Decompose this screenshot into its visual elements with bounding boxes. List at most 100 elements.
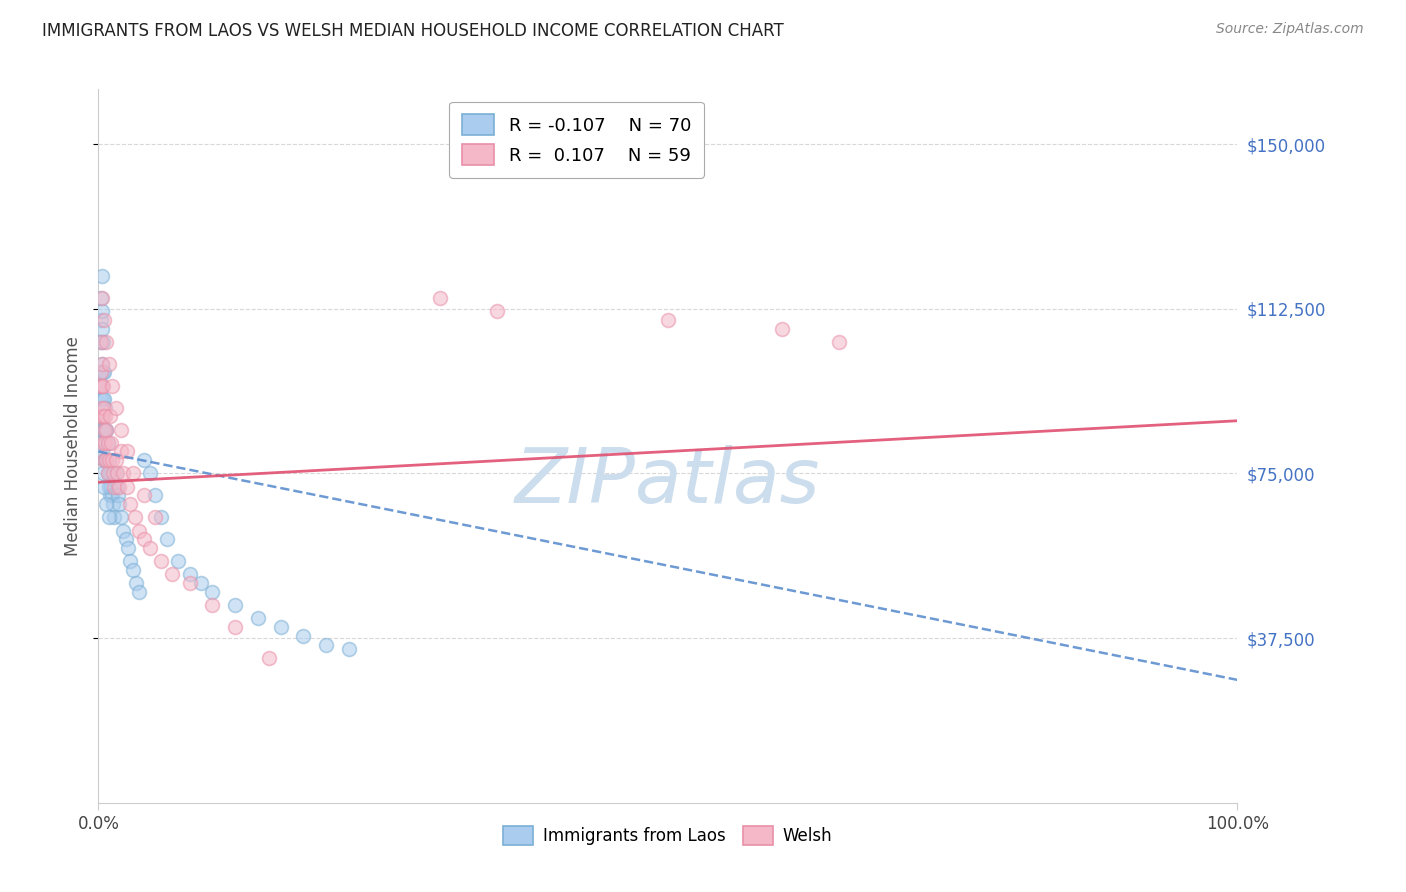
Point xyxy=(96,453,118,467)
Point xyxy=(104,467,127,481)
Point xyxy=(89,378,111,392)
Point xyxy=(97,357,120,371)
Point xyxy=(132,533,155,547)
Point xyxy=(128,585,150,599)
Point xyxy=(90,444,112,458)
Point xyxy=(259,651,281,665)
Point xyxy=(94,409,117,424)
Point xyxy=(224,598,246,612)
Point xyxy=(110,423,132,437)
Point xyxy=(150,510,173,524)
Point xyxy=(90,334,112,349)
Point xyxy=(96,467,118,481)
Point xyxy=(104,401,127,415)
Legend: Immigrants from Laos, Welsh: Immigrants from Laos, Welsh xyxy=(496,819,839,852)
Point xyxy=(179,576,201,591)
Point xyxy=(224,620,246,634)
Point xyxy=(145,488,167,502)
Point xyxy=(93,423,115,437)
Point xyxy=(93,453,115,467)
Point xyxy=(90,312,112,326)
Point xyxy=(315,638,337,652)
Point xyxy=(96,467,118,481)
Point xyxy=(94,423,117,437)
Text: ZIPatlas: ZIPatlas xyxy=(515,445,821,518)
Point xyxy=(101,378,124,392)
Point xyxy=(138,541,160,555)
Point xyxy=(121,563,143,577)
Point xyxy=(90,357,112,371)
Point xyxy=(96,423,118,437)
Point xyxy=(114,533,136,547)
Point xyxy=(138,467,160,481)
Point xyxy=(190,576,212,591)
Point xyxy=(104,453,127,467)
Point xyxy=(91,366,114,380)
Point xyxy=(89,409,111,424)
Point xyxy=(97,510,120,524)
Point xyxy=(337,642,360,657)
Point xyxy=(98,409,121,424)
Point xyxy=(124,510,146,524)
Point xyxy=(93,392,115,406)
Point xyxy=(90,366,112,380)
Point xyxy=(167,554,190,568)
Point xyxy=(93,423,115,437)
Point xyxy=(94,435,117,450)
Y-axis label: Median Household Income: Median Household Income xyxy=(65,336,83,556)
Point xyxy=(103,467,125,481)
Point xyxy=(128,524,150,538)
Point xyxy=(150,554,173,568)
Point xyxy=(117,541,139,555)
Point xyxy=(101,488,124,502)
Point xyxy=(93,401,115,415)
Point xyxy=(96,497,118,511)
Point xyxy=(94,401,117,415)
Point xyxy=(90,304,112,318)
Point xyxy=(179,567,201,582)
Point xyxy=(201,585,224,599)
Point xyxy=(93,312,115,326)
Point xyxy=(105,467,128,481)
Point xyxy=(90,409,112,424)
Point xyxy=(90,392,112,406)
Point xyxy=(97,453,120,467)
Point xyxy=(770,321,793,335)
Point xyxy=(96,435,118,450)
Point xyxy=(91,435,114,450)
Point xyxy=(90,291,112,305)
Point xyxy=(90,321,112,335)
Point xyxy=(103,480,125,494)
Point xyxy=(270,620,292,634)
Point xyxy=(112,524,135,538)
Point xyxy=(110,510,132,524)
Point xyxy=(90,291,112,305)
Point xyxy=(91,423,114,437)
Point xyxy=(101,453,124,467)
Point xyxy=(103,497,125,511)
Point xyxy=(91,409,114,424)
Point xyxy=(132,488,155,502)
Point xyxy=(93,453,115,467)
Point xyxy=(429,291,451,305)
Point xyxy=(90,401,112,415)
Text: Source: ZipAtlas.com: Source: ZipAtlas.com xyxy=(1216,22,1364,37)
Point xyxy=(90,378,112,392)
Point xyxy=(115,480,138,494)
Point xyxy=(246,611,269,625)
Point xyxy=(115,444,138,458)
Point xyxy=(657,312,679,326)
Point xyxy=(103,510,125,524)
Point xyxy=(98,488,121,502)
Point xyxy=(486,304,509,318)
Point xyxy=(93,366,115,380)
Point xyxy=(121,467,143,481)
Point xyxy=(89,409,111,424)
Point xyxy=(112,467,135,481)
Point xyxy=(120,554,142,568)
Point xyxy=(94,453,117,467)
Point xyxy=(90,423,112,437)
Point xyxy=(96,453,118,467)
Point xyxy=(107,488,129,502)
Point xyxy=(98,467,121,481)
